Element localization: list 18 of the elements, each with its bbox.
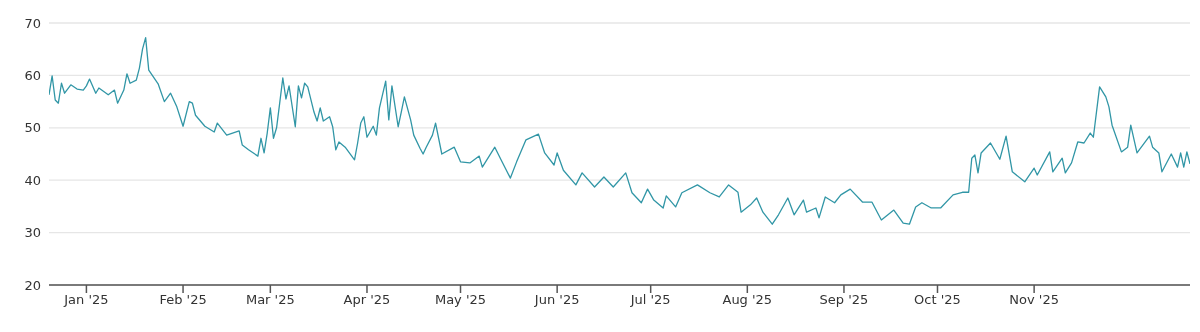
x-tick-label: Oct '25 [914,292,961,308]
x-tick-label: Sep '25 [819,292,869,308]
y-tick-label: 40 [24,172,41,188]
x-tick-label: Jun '25 [533,292,580,308]
y-tick-label: 50 [24,120,41,136]
y-tick-label: 30 [24,225,41,241]
x-tick-label: May '25 [434,292,487,308]
x-tick-label: Nov '25 [1009,292,1059,308]
x-tick-label: Aug '25 [722,292,773,308]
line-series [49,37,1190,225]
x-tick-label: Mar '25 [245,292,295,308]
y-tick-label: 70 [24,15,41,31]
x-tick-label: Apr '25 [343,292,391,308]
x-tick-label: Jul '25 [629,292,671,308]
x-tick-label: Feb '25 [159,292,207,308]
x-tick-label: Jan '25 [63,292,109,308]
y-tick-label: 20 [24,277,41,293]
y-tick-label: 60 [24,68,41,84]
